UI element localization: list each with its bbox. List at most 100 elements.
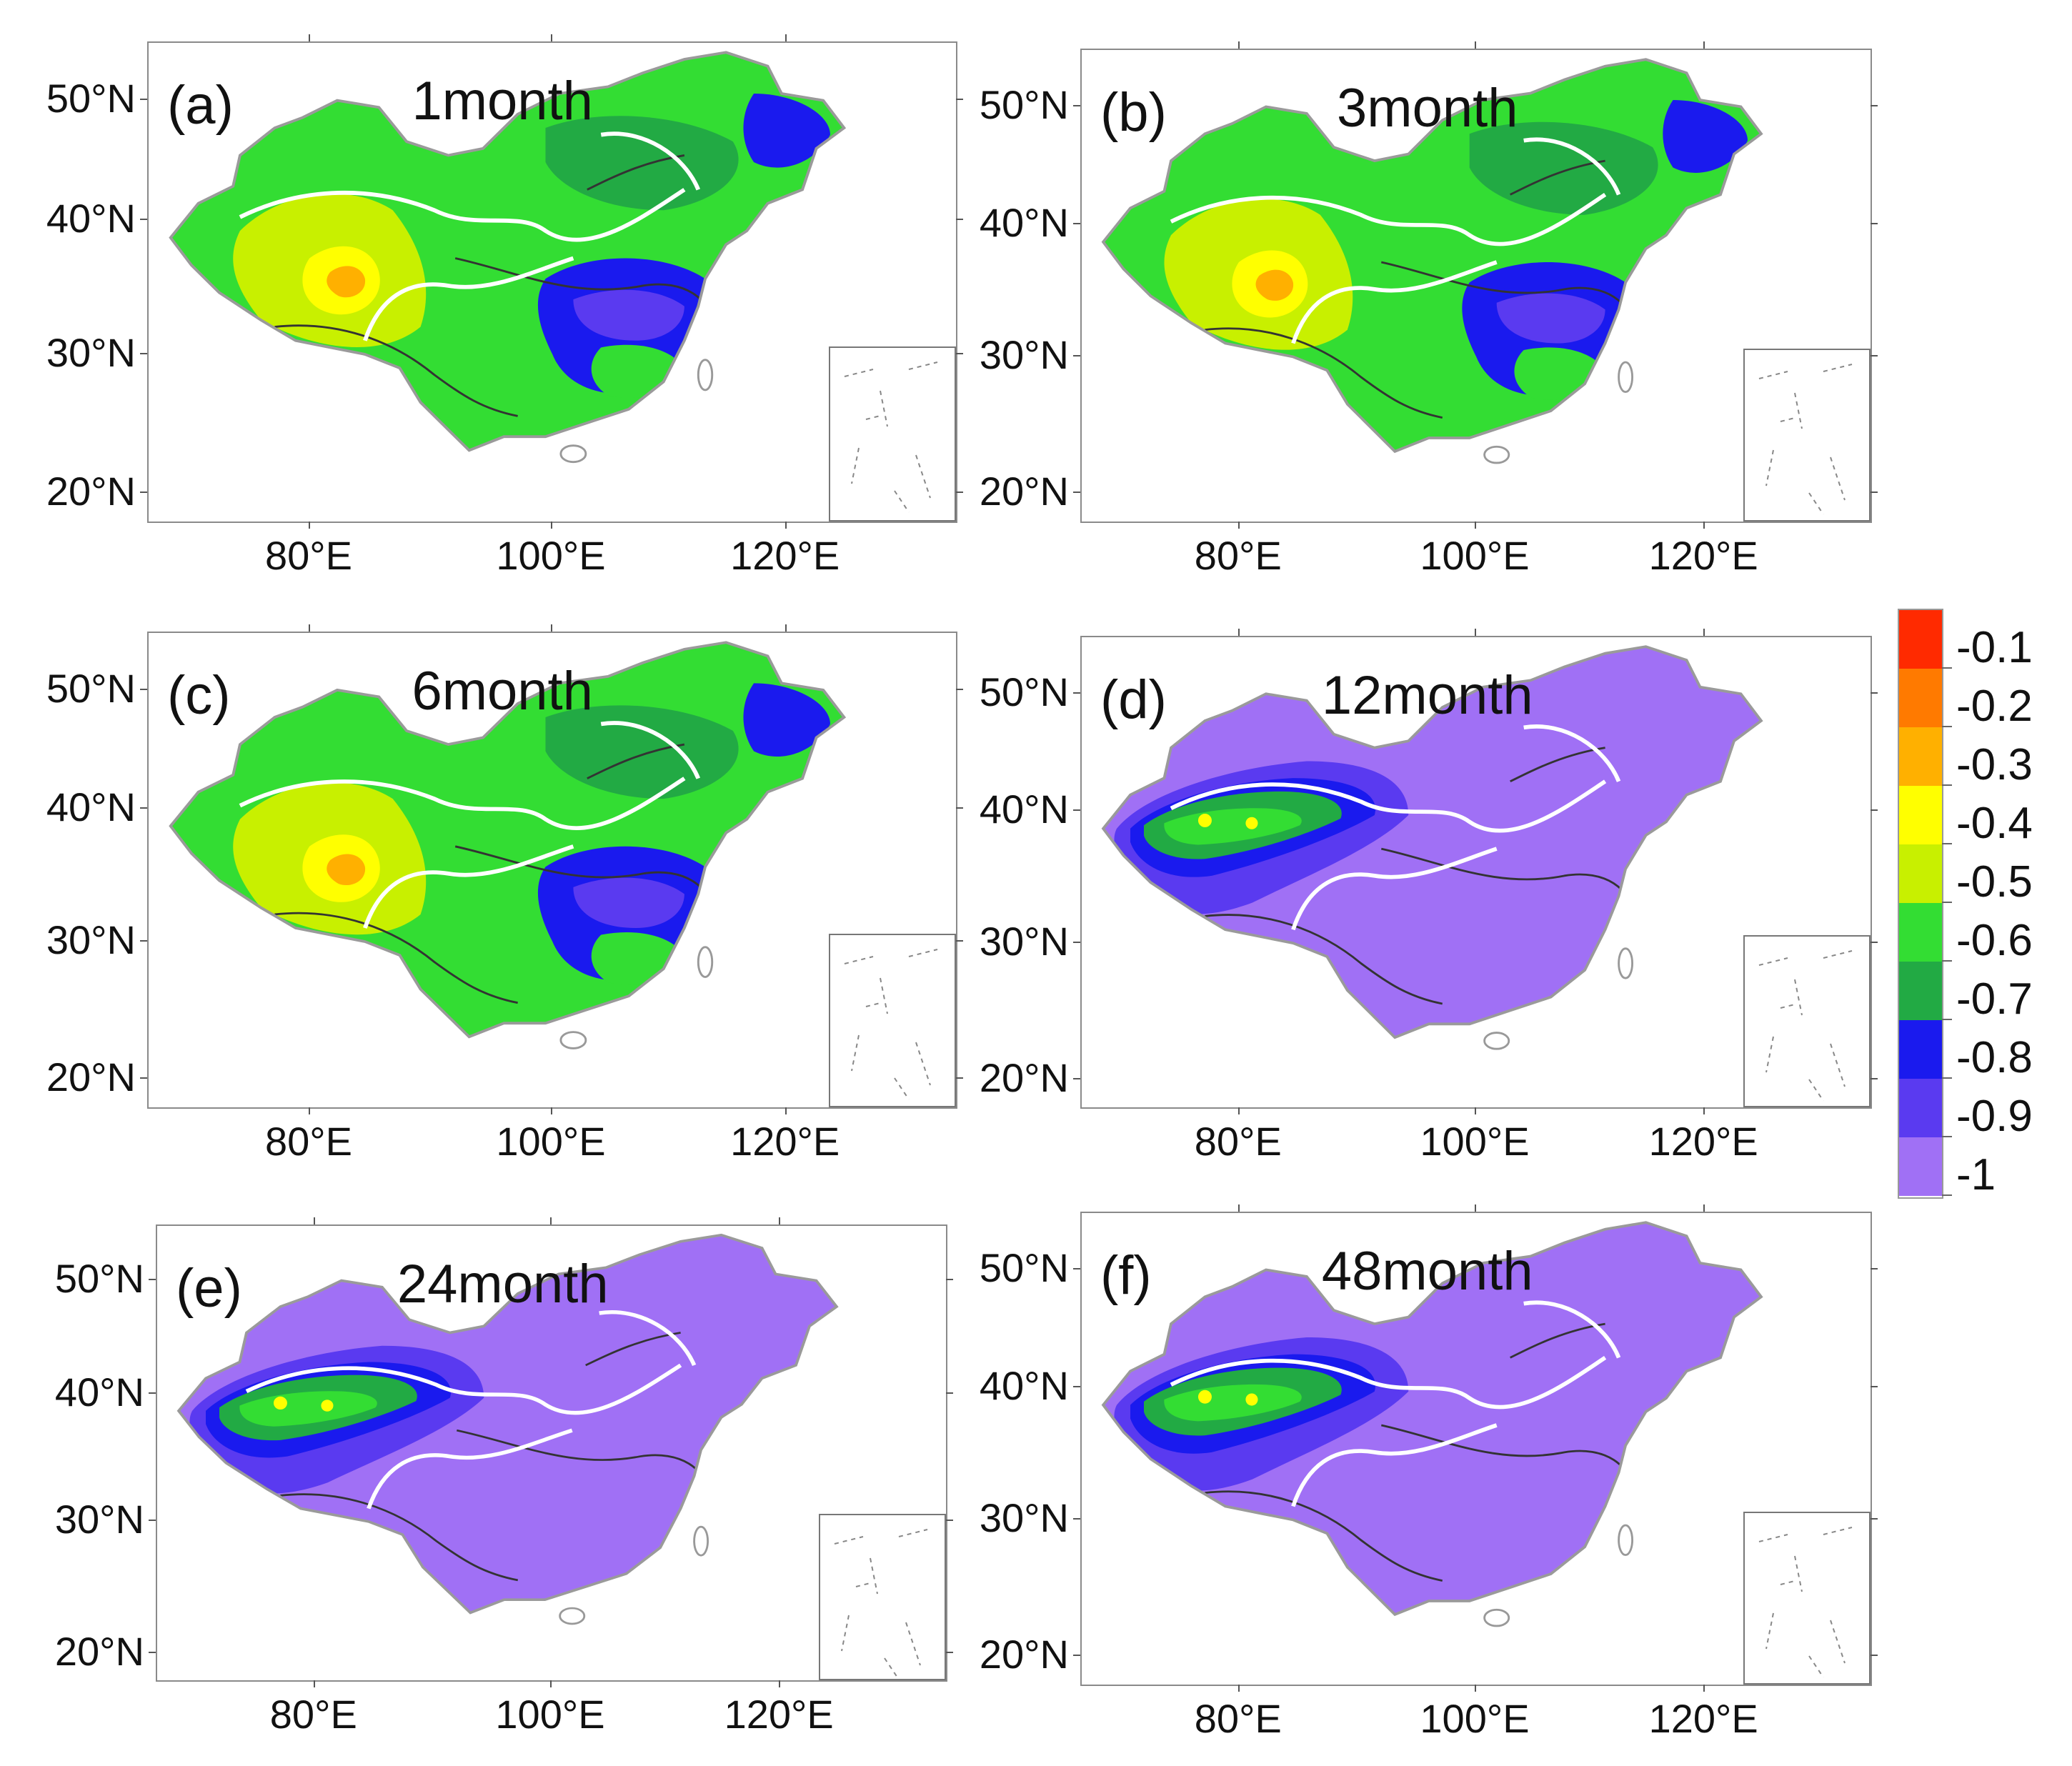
longitude-label: 80°E (269, 1692, 357, 1737)
latitude-label: 50°N (979, 82, 1069, 128)
longitude-label: 80°E (1194, 1119, 1282, 1164)
axis-tick (1871, 941, 1878, 943)
panel-label: (a) (167, 75, 234, 136)
value-region (273, 1396, 334, 1412)
longitude-label: 80°E (264, 533, 353, 578)
value-region (1164, 1384, 1302, 1422)
climate-zone-boundary (1291, 847, 1498, 931)
latitude-label: 30°N (979, 332, 1069, 377)
climate-zone-boundary (239, 188, 686, 242)
value-region (1197, 814, 1258, 829)
colorbar-tick (1942, 1077, 1952, 1079)
island-outline (1618, 947, 1634, 979)
longitude-label: 120°E (1648, 533, 1758, 578)
river-line (280, 1493, 519, 1582)
axis-tick (1871, 1077, 1878, 1079)
axis-tick (956, 99, 963, 101)
axis-tick (946, 1392, 953, 1395)
colorbar-label: -1 (1956, 1150, 1996, 1199)
map-frame (1080, 1212, 1872, 1686)
latitude-label: 40°N (979, 787, 1069, 832)
country-outline (1101, 1221, 1763, 1617)
colorbar-tick (1942, 1194, 1952, 1196)
axis-tick (313, 1680, 315, 1687)
island-outline (1483, 1608, 1510, 1627)
axis-tick (149, 1279, 156, 1281)
river-line (1205, 914, 1443, 1005)
climate-zone-boundary (1170, 193, 1607, 246)
axis-tick (1073, 1655, 1080, 1657)
axis-tick (956, 939, 963, 942)
value-region (743, 683, 830, 757)
colorbar-tick (1942, 843, 1952, 844)
axis-tick (1237, 522, 1240, 529)
axis-tick (550, 1217, 552, 1224)
longitude-label: 80°E (1194, 1696, 1282, 1741)
colorbar-segment (1899, 1079, 1942, 1137)
latitude-label: 30°N (54, 1497, 144, 1542)
latitude-label: 20°N (979, 469, 1069, 514)
value-region (1255, 269, 1294, 301)
colorbar-tick (1942, 1136, 1952, 1137)
colorbar-label: -0.6 (1956, 916, 2033, 965)
axis-tick (309, 624, 310, 632)
map-svg (1101, 1221, 1763, 1627)
axis-tick (309, 34, 310, 41)
value-region (1103, 647, 1761, 1038)
value-region (1663, 99, 1748, 173)
axis-tick (140, 99, 147, 101)
axis-tick (1475, 522, 1476, 529)
axis-tick (1475, 629, 1476, 636)
value-region (743, 94, 830, 168)
value-region (179, 1234, 837, 1613)
map-svg (1101, 645, 1763, 1050)
axis-tick (946, 1520, 953, 1522)
map-frame (1080, 49, 1872, 523)
axis-tick (140, 939, 147, 942)
longitude-label: 120°E (730, 1119, 840, 1164)
colorbar-segment (1899, 1137, 1942, 1196)
axis-tick (1073, 1077, 1080, 1079)
colorbar-segment (1899, 786, 1942, 844)
value-region (1496, 293, 1605, 344)
axis-tick (551, 624, 552, 632)
axis-tick (1475, 1107, 1476, 1114)
axis-tick (1237, 41, 1240, 49)
axis-tick (140, 807, 147, 809)
axis-tick (1073, 941, 1080, 943)
axis-tick (785, 34, 787, 41)
axis-tick (1871, 105, 1878, 107)
latitude-label: 50°N (46, 76, 136, 121)
colorbar-label: -0.2 (1956, 682, 2033, 731)
climate-zone-boundary (600, 131, 701, 191)
latitude-label: 50°N (46, 665, 136, 711)
river-line (587, 743, 685, 779)
panel-label: (c) (167, 665, 231, 726)
river-line (1510, 159, 1605, 196)
colorbar-segment (1899, 727, 1942, 786)
latitude-label: 50°N (54, 1256, 144, 1302)
south-china-sea-inset (829, 934, 956, 1107)
climate-zone-boundary (363, 844, 574, 929)
axis-tick (785, 522, 787, 529)
map-frame (147, 632, 957, 1109)
colorbar-tick (1942, 1019, 1952, 1020)
climate-zone-boundary (1523, 724, 1621, 782)
colorbar-label: -0.3 (1956, 740, 2033, 789)
island-outline (693, 1525, 709, 1557)
river-line (1510, 747, 1605, 783)
latitude-label: 30°N (46, 917, 136, 962)
latitude-label: 40°N (54, 1370, 144, 1415)
latitude-label: 40°N (46, 784, 136, 829)
axis-tick (1703, 522, 1705, 529)
axis-tick (140, 352, 147, 354)
longitude-label: 120°E (1648, 1119, 1758, 1164)
map-svg (169, 641, 847, 1049)
colorbar-label: -0.8 (1956, 1033, 2033, 1082)
panel-label: (e) (176, 1258, 242, 1319)
axis-tick (1237, 629, 1240, 636)
panel-title: 6month (412, 661, 593, 722)
axis-tick (1073, 692, 1080, 694)
latitude-label: 20°N (46, 1054, 136, 1100)
axis-tick (313, 1217, 315, 1224)
